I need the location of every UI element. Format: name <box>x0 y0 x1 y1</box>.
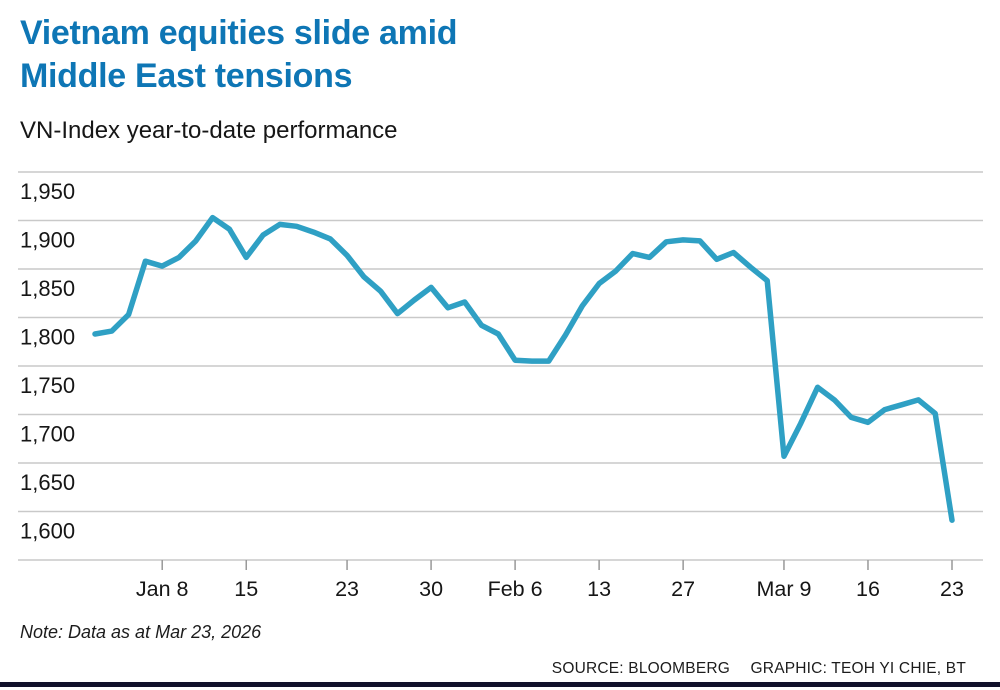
y-tick-label: 1,900 <box>20 228 75 253</box>
x-tick-label: 27 <box>671 577 695 601</box>
y-tick-label: 1,950 <box>20 179 75 204</box>
y-tick-label: 1,850 <box>20 276 75 301</box>
graphic-credit-label: GRAPHIC: TEOH YI CHIE, BT <box>750 660 966 677</box>
x-tick-label: 15 <box>234 577 258 601</box>
x-tick-label: 23 <box>940 577 964 601</box>
y-tick-label: 1,750 <box>20 373 75 398</box>
y-tick-label: 1,700 <box>20 422 75 447</box>
footnote: Note: Data as at Mar 23, 2026 <box>20 622 262 642</box>
x-tick-label: Feb 6 <box>488 577 543 601</box>
x-tick-label: 16 <box>856 577 880 601</box>
x-tick-label: 13 <box>587 577 611 601</box>
y-gridlines <box>18 171 983 561</box>
x-tick-label: Mar 9 <box>756 577 811 601</box>
x-axis: Jan 8 15 23 30 Feb 6 13 27 Mar 9 16 23 <box>136 560 964 601</box>
title-line-1: Vietnam equities slide amid <box>20 14 458 52</box>
x-tick-label: 30 <box>419 577 443 601</box>
source-label: SOURCE: BLOOMBERG <box>551 660 731 677</box>
chart-subtitle: VN-Index year-to-date performance <box>20 117 398 144</box>
y-axis-labels: 1,950 1,900 1,850 1,800 1,750 1,700 1,650 1,600 <box>20 179 75 544</box>
title-line-2: Middle East tensions <box>20 57 353 95</box>
y-tick-label: 1,650 <box>20 470 75 495</box>
x-tick-label: 23 <box>335 577 359 601</box>
y-tick-label: 1,800 <box>20 325 75 350</box>
page-title: Vietnam equities slide amid Middle East … <box>20 12 458 98</box>
bottom-rule <box>0 682 1000 687</box>
series-line-vn-index <box>92 214 955 523</box>
source-bar: SOURCE: BLOOMBERG GRAPHIC: TEOH YI CHIE,… <box>552 660 966 678</box>
x-tick-label: Jan 8 <box>136 577 189 601</box>
y-tick-label: 1,600 <box>20 519 75 544</box>
